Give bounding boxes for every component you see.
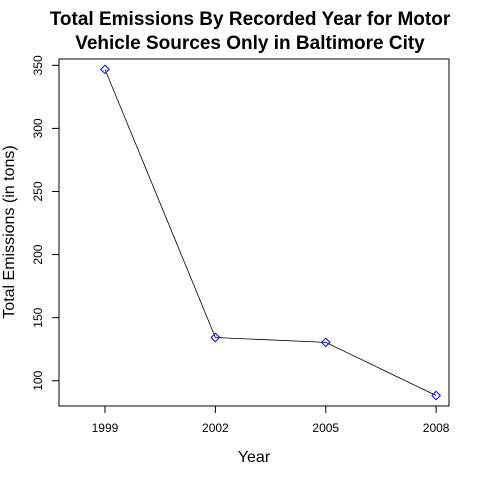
x-tick-label: 1999 — [92, 421, 119, 435]
y-axis-title: Total Emissions (in tons) — [1, 145, 18, 318]
y-tick-label: 100 — [31, 370, 45, 390]
data-point-marker — [210, 332, 221, 343]
x-tick-label: 2008 — [423, 421, 450, 435]
series-plot — [100, 64, 442, 401]
series-line — [104, 69, 437, 396]
x-axis-title: Year — [238, 449, 271, 466]
y-axis: 100 150 200 250 300 350 — [31, 55, 59, 391]
data-point-marker — [320, 337, 331, 348]
data-point-marker — [100, 64, 110, 75]
y-tick-label: 300 — [31, 118, 45, 138]
plot-frame — [58, 58, 450, 407]
data-point-marker — [431, 390, 442, 401]
x-axis: 1999 2002 2005 2008 — [92, 406, 450, 435]
x-tick-label: 2005 — [312, 421, 339, 435]
chart-title-line-2: Vehicle Sources Only in Baltimore City — [75, 33, 425, 54]
y-tick-label: 150 — [31, 307, 45, 327]
y-tick-label: 350 — [31, 55, 45, 75]
y-tick-label: 250 — [31, 181, 45, 201]
x-tick-label: 2002 — [202, 421, 229, 435]
chart-title-line-1: Total Emissions By Recorded Year for Mot… — [50, 9, 451, 30]
y-tick-label: 200 — [31, 244, 45, 264]
